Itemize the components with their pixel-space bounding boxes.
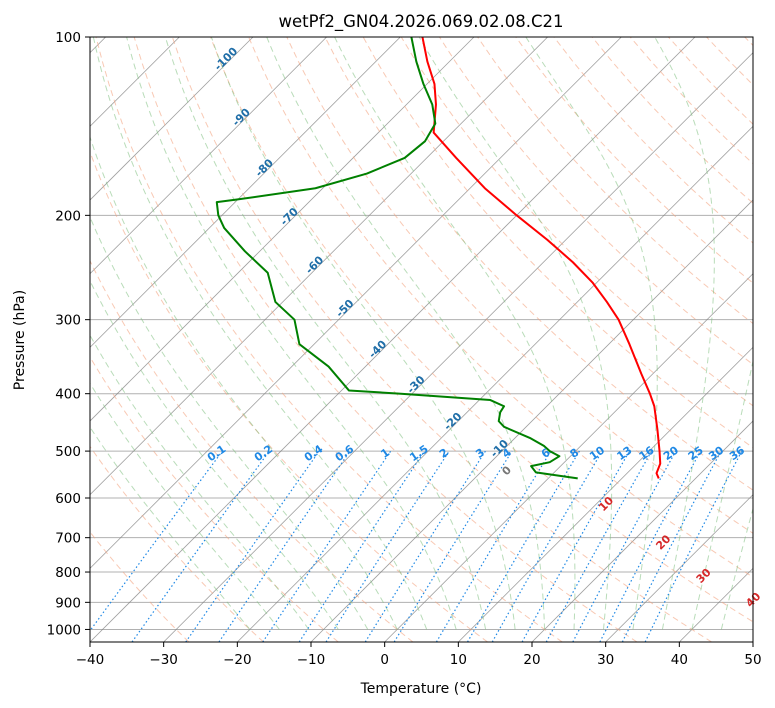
mixing-ratio-line <box>298 450 425 642</box>
plot-frame <box>89 36 754 643</box>
isotherm-line <box>458 346 753 642</box>
y-tick-label: 400 <box>55 387 81 403</box>
y-tick-label: 200 <box>55 208 81 224</box>
dry-adiabat-line <box>90 445 264 642</box>
isotherm-line <box>90 37 327 275</box>
moist-adiabat-line <box>418 37 613 630</box>
moist-adiabat-line <box>126 37 457 630</box>
x-tick-label: −20 <box>223 652 252 668</box>
isotherm-line <box>163 52 753 642</box>
mixing-ratio-line <box>218 450 351 642</box>
mixing-ratio-line <box>545 450 653 642</box>
dewpoint-trace <box>215 37 578 480</box>
y-tick-label: 300 <box>55 313 81 329</box>
dry-adiabat-line <box>95 37 563 642</box>
x-axis-title: Temperature (°C) <box>360 681 482 697</box>
y-tick-label: 1000 <box>47 622 81 638</box>
x-tick-label: −40 <box>76 652 105 668</box>
moist-adiabat-line <box>90 334 310 630</box>
y-tick-label: 700 <box>55 531 81 547</box>
moist-adiabat-line <box>691 358 753 630</box>
moist-adiabat-line <box>90 279 339 630</box>
dry-adiabat-line <box>90 259 414 642</box>
x-tick-label: 10 <box>450 652 467 668</box>
mixing-ratio-line <box>325 450 450 642</box>
x-tick-label: 50 <box>744 652 761 668</box>
mixing-ratio-line <box>572 450 677 642</box>
mixing-ratio-line <box>393 450 513 642</box>
isotherm-line <box>531 420 753 642</box>
moist-adiabat-line <box>720 506 753 630</box>
moist-adiabat-line <box>90 215 369 630</box>
moist-adiabat-line <box>266 37 546 630</box>
moist-adiabat-line <box>164 37 487 630</box>
y-tick-label: 800 <box>55 565 81 581</box>
moist-adiabat-line <box>90 426 251 630</box>
dry-adiabat-line <box>248 37 753 578</box>
mixing-ratio-line <box>521 450 631 642</box>
mixing-ratio-line <box>262 450 392 642</box>
isotherm-line <box>90 37 401 348</box>
dry-adiabat-line <box>171 37 712 642</box>
moist-adiabat-line <box>654 37 715 630</box>
chart-title: wetPf2_GN04.2026.069.02.08.C21 <box>279 12 564 32</box>
dry-adiabat-line <box>515 37 753 284</box>
isotherm-line <box>384 273 753 642</box>
isotherm-line <box>237 125 753 642</box>
dry-adiabat-line <box>90 356 339 642</box>
isotherm-line <box>90 37 548 496</box>
mixing-ratio-line <box>644 450 743 642</box>
y-tick-label: 900 <box>55 595 81 611</box>
moist-adiabat-line <box>525 37 658 630</box>
dry-adiabat-line <box>324 37 753 491</box>
x-tick-label: −30 <box>149 652 178 668</box>
dry-adiabat-line <box>210 37 753 623</box>
isotherm-line <box>90 37 622 569</box>
moist-adiabat-line <box>92 37 428 630</box>
mixing-ratio-line <box>90 450 223 632</box>
moist-adiabat-line <box>90 135 398 630</box>
y-tick-label: 100 <box>55 30 81 46</box>
moist-adiabat-line <box>210 37 516 630</box>
x-tick-label: 0 <box>380 652 389 668</box>
mixing-ratio-line <box>131 450 270 642</box>
isotherm-line <box>90 37 696 642</box>
dry-adiabat-line <box>286 37 753 534</box>
isotherm-line <box>90 37 254 201</box>
moist-adiabat-line <box>90 382 280 630</box>
x-tick-label: 30 <box>597 652 614 668</box>
mixing-ratio-line <box>185 450 320 642</box>
x-tick-label: 20 <box>523 652 540 668</box>
x-tick-label: 40 <box>671 652 688 668</box>
x-tick-label: −10 <box>297 652 326 668</box>
y-axis-title: Pressure (hPa) <box>12 290 28 390</box>
isotherm-line <box>605 494 753 642</box>
isotherm-line <box>90 37 475 422</box>
y-tick-label: 600 <box>55 491 81 507</box>
y-tick-label: 500 <box>55 444 81 460</box>
